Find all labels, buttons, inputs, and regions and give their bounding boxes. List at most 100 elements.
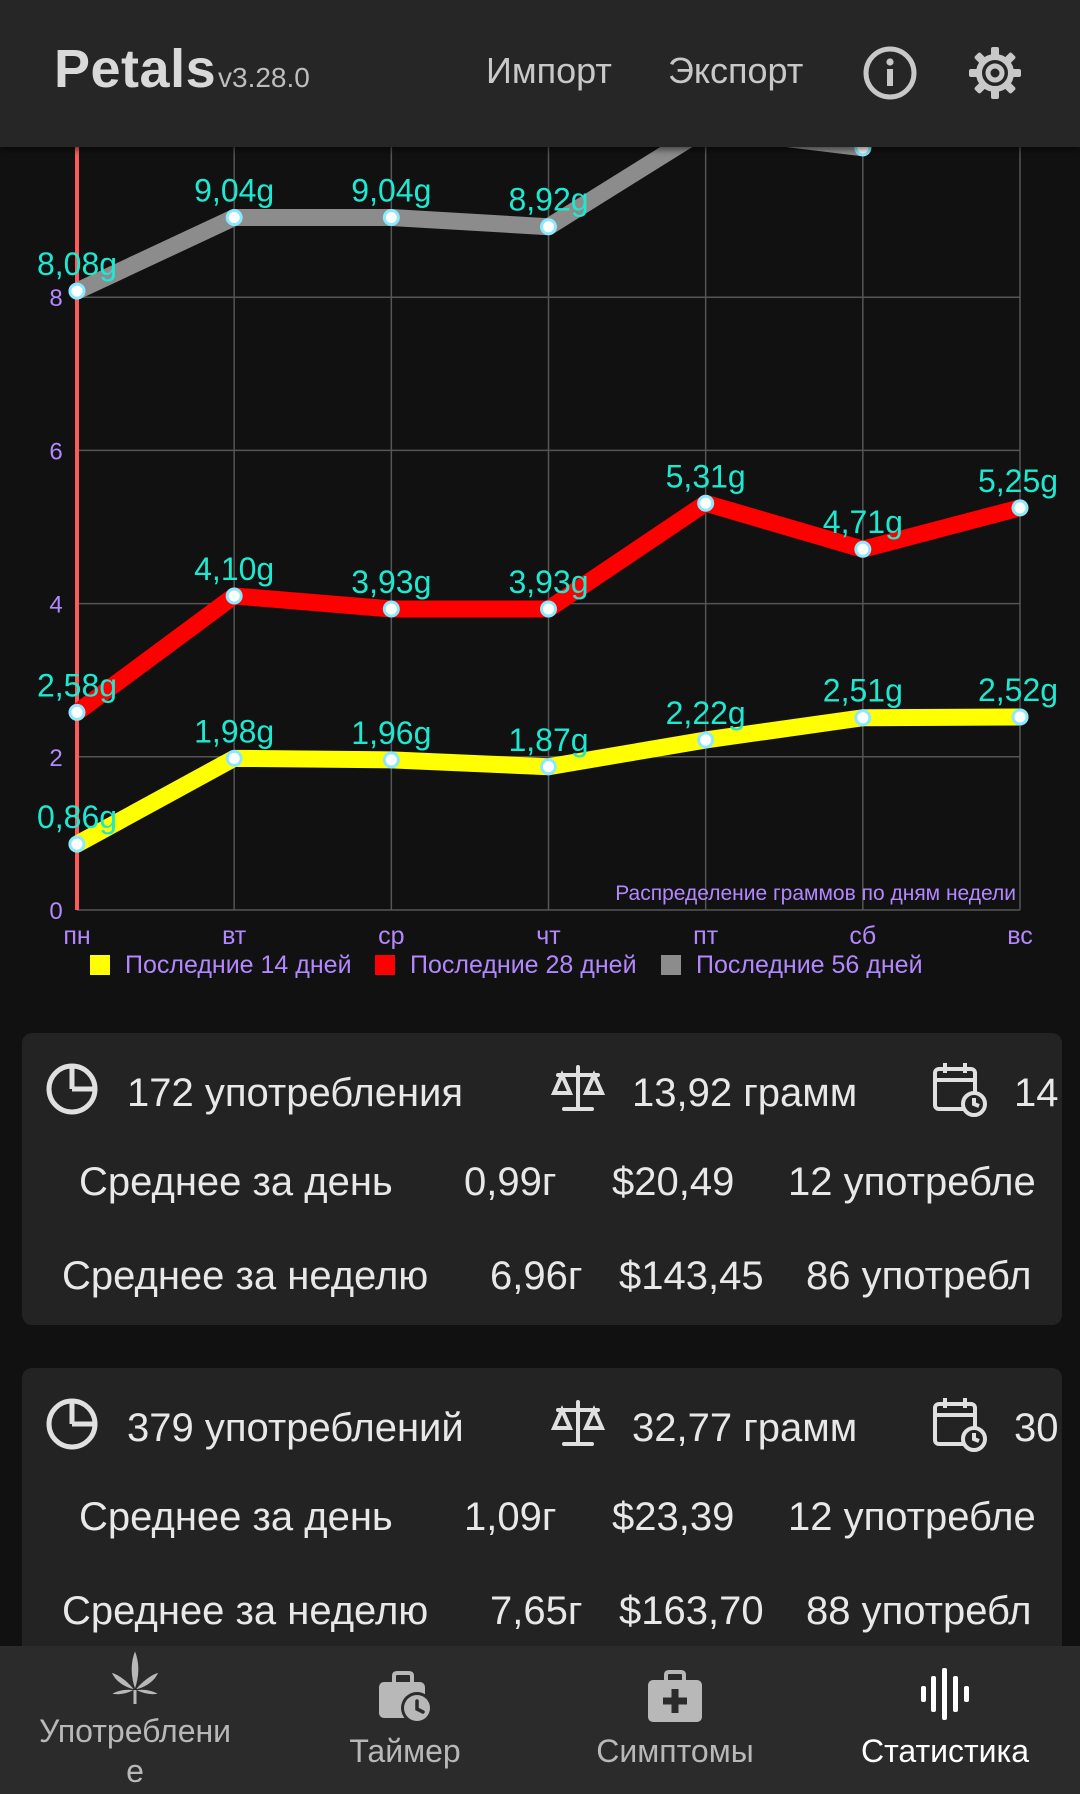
uses-count: 379 употреблений — [127, 1406, 464, 1450]
cannabis-leaf-icon — [109, 1648, 161, 1704]
y-tick-label: 8 — [49, 285, 62, 312]
avg-week-label: Среднее за неделю — [62, 1254, 429, 1298]
y-tick-label: 0 — [49, 898, 62, 925]
avg-week-grams: 7,65г — [490, 1589, 583, 1633]
series-line — [68, 147, 872, 300]
nav-timer-label: Таймер — [349, 1733, 461, 1769]
app-header: Petals v3.28.0 Импорт Экспорт — [0, 0, 1080, 147]
chart-title: Распределение граммов по дням недели — [615, 882, 1016, 905]
data-point — [68, 282, 86, 300]
y-tick-label: 2 — [49, 745, 62, 772]
x-tick-label: чт — [536, 922, 561, 950]
settings-gear-icon[interactable] — [966, 44, 1024, 102]
grams-total: 13,92 грамм — [632, 1071, 858, 1115]
chart-svg: 0 2 4 6 8 пн вт ср чт пт сб вс Распределение граммов… — [37, 147, 1058, 979]
nav-consumption-label-line2: е — [126, 1753, 144, 1789]
statistics-waveform-icon — [921, 1668, 969, 1720]
data-point — [540, 218, 557, 236]
data-label: 8,08g — [37, 246, 117, 282]
x-tick-label: пт — [693, 922, 719, 950]
nav-tab-timer[interactable]: Таймер — [270, 1646, 540, 1794]
data-point — [697, 731, 715, 749]
pie-chart-icon — [46, 1063, 98, 1115]
data-label: 1,96g — [351, 715, 431, 751]
legend-swatch — [90, 955, 110, 975]
y-tick-label: 6 — [49, 438, 62, 465]
avg-day-uses: 12 употребле — [788, 1495, 1036, 1539]
legend-label: Последние 56 дней — [696, 951, 923, 979]
avg-day-grams: 1,09г — [464, 1495, 557, 1539]
avg-week-grams: 6,96г — [490, 1254, 583, 1298]
avg-day-label: Среднее за день — [79, 1495, 393, 1539]
data-label: 5,31g — [666, 458, 746, 494]
uses-count: 172 употребления — [127, 1071, 464, 1115]
data-label: 2,51g — [823, 673, 903, 709]
x-tick-label: сб — [849, 922, 876, 950]
data-label: 9,04g — [351, 173, 431, 209]
data-label: 2,22g — [666, 695, 746, 731]
scale-icon — [550, 1065, 606, 1111]
data-label: 3,93g — [508, 564, 588, 600]
nav-consumption-label-line1: Употреблени — [38, 1713, 232, 1749]
x-tick-label: вт — [222, 922, 247, 950]
data-point — [1011, 499, 1029, 517]
data-label: 1,98g — [194, 713, 274, 749]
avg-week-money: $163,70 — [619, 1589, 764, 1633]
data-label: 4,10g — [194, 551, 274, 587]
nav-statistics-label: Статистика — [860, 1733, 1030, 1769]
data-point — [540, 758, 557, 776]
data-point — [1011, 708, 1029, 726]
data-point — [68, 835, 86, 853]
data-label: 1,87g — [508, 722, 588, 758]
first-aid-kit-icon — [648, 1670, 702, 1722]
pie-chart-icon — [46, 1398, 98, 1450]
data-point — [225, 587, 243, 605]
legend-swatch — [375, 955, 395, 975]
nav-symptoms-label: Симптомы — [596, 1733, 754, 1769]
avg-day-money: $20,49 — [612, 1160, 735, 1204]
legend-label: Последние 14 дней — [125, 951, 352, 979]
avg-day-grams: 0,99г — [464, 1160, 557, 1204]
calendar-clock-icon — [933, 1398, 987, 1452]
x-tick-label: ср — [378, 922, 404, 950]
legend-swatch — [661, 955, 681, 975]
stats-card-30-days: 379 употреблений 32,77 грамм 30 Среднее … — [22, 1368, 1062, 1660]
avg-day-money: $23,39 — [612, 1495, 735, 1539]
x-tick-label: вс — [1007, 922, 1033, 950]
avg-week-label: Среднее за неделю — [62, 1589, 429, 1633]
data-point — [382, 751, 400, 769]
calendar-clock-icon — [933, 1063, 987, 1117]
export-button[interactable]: Экспорт — [668, 50, 804, 91]
days-count: 30 — [1014, 1406, 1059, 1450]
data-point — [697, 494, 715, 512]
data-label: 2,52g — [978, 672, 1058, 708]
timer-briefcase-clock-icon — [379, 1671, 433, 1724]
data-label: 9,04g — [194, 173, 274, 209]
data-label: 4,71g — [823, 504, 903, 540]
avg-week-uses: 86 употребл — [806, 1254, 1032, 1298]
data-point — [225, 209, 243, 227]
bottom-navigation: Употреблени е Таймер Симптомы — [0, 1646, 1080, 1794]
avg-day-label: Среднее за день — [79, 1160, 393, 1204]
data-point — [540, 600, 557, 618]
stats-card-14-days: 172 употребления 13,92 грамм 14 Среднее … — [22, 1033, 1062, 1325]
legend-label: Последние 28 дней — [410, 951, 637, 979]
data-label: 0,86g — [37, 799, 117, 835]
x-tick-label: пн — [63, 922, 90, 950]
import-button[interactable]: Импорт — [486, 50, 612, 91]
nav-tab-consumption[interactable]: Употреблени е — [0, 1646, 270, 1794]
y-tick-label: 4 — [49, 592, 62, 619]
data-label: 3,93g — [351, 564, 431, 600]
data-point — [854, 540, 872, 558]
avg-week-uses: 88 употребл — [806, 1589, 1032, 1633]
data-point — [382, 600, 400, 618]
nav-tab-symptoms[interactable]: Симптомы — [540, 1646, 810, 1794]
grams-total: 32,77 грамм — [632, 1406, 858, 1450]
avg-day-uses: 12 употребле — [788, 1160, 1036, 1204]
info-icon[interactable] — [861, 44, 919, 102]
nav-tab-statistics[interactable]: Статистика — [810, 1646, 1080, 1794]
data-point — [382, 209, 400, 227]
weekday-grams-chart: 0 2 4 6 8 пн вт ср чт пт сб вс Распределение граммов… — [0, 147, 1080, 997]
days-count: 14 — [1014, 1071, 1059, 1115]
data-label: 8,92g — [508, 182, 588, 218]
